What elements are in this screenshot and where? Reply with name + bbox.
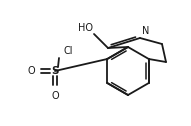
- Text: S: S: [51, 66, 59, 76]
- Text: N: N: [142, 26, 149, 36]
- Text: O: O: [27, 66, 35, 76]
- Text: HO: HO: [78, 23, 93, 33]
- Text: Cl: Cl: [63, 46, 73, 56]
- Text: O: O: [51, 91, 59, 101]
